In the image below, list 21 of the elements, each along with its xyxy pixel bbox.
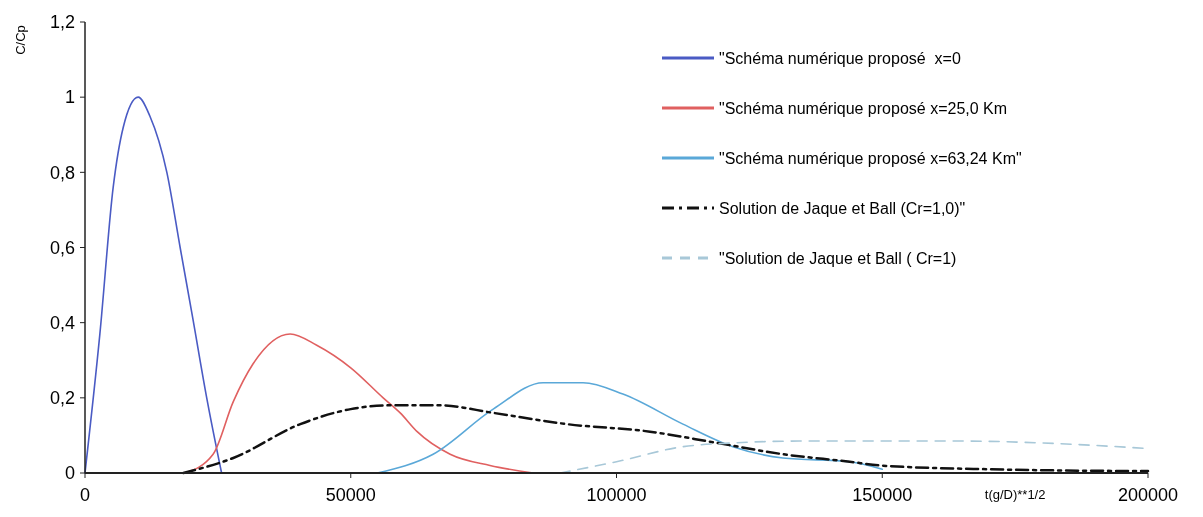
line-series (84, 96, 223, 474)
x-tick-label: 50000 (325, 485, 376, 505)
y-tick-label: 0,2 (49, 388, 75, 409)
x-tick-label: 200000 (1117, 485, 1179, 505)
legend-label: "Schéma numérique proposé x=0 (719, 49, 961, 67)
y-tick-label: 0 (64, 463, 75, 484)
y-tick-label: 0,4 (49, 312, 75, 333)
y-tick-label: 0,8 (49, 162, 75, 183)
y-tick-label: 0,6 (49, 237, 75, 258)
x-tick-label: 150000 (852, 485, 913, 505)
legend-label: "Schéma numérique proposé x=63,24 Km" (719, 149, 1022, 167)
legend-label: "Schéma numérique proposé x=25,0 Km (719, 99, 1008, 117)
legend-label: Solution de Jaque et Ball (Cr=1,0)" (719, 199, 966, 217)
x-axis-title: t(g/D)**1/2 (984, 487, 1046, 502)
x-tick-label: 100000 (586, 485, 647, 505)
y-tick-label: 1,2 (49, 12, 75, 33)
line-series (182, 404, 1150, 475)
y-axis-title: C/Cp (13, 25, 28, 55)
legend-label: "Solution de Jaque et Ball ( Cr=1) (719, 249, 957, 267)
x-tick-label: 0 (79, 485, 91, 505)
y-tick-label: 1 (64, 87, 75, 108)
